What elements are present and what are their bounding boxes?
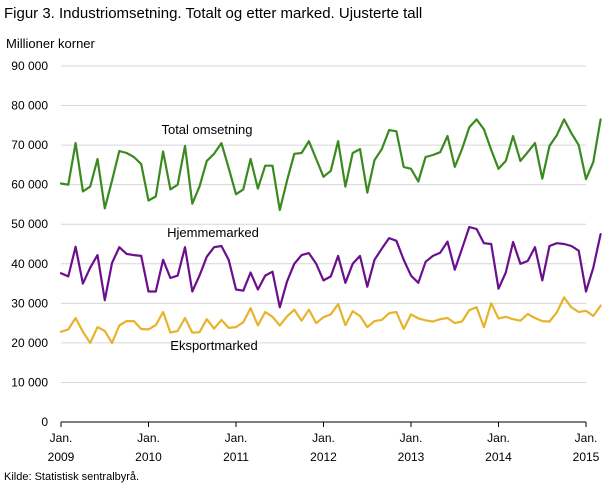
- axes: [60, 421, 587, 427]
- y-tick-label: 40 000: [11, 257, 48, 271]
- y-tick-label: 90 000: [11, 59, 48, 73]
- y-tick-label: 20 000: [11, 336, 48, 350]
- x-tick-label-year: 2009: [48, 450, 75, 464]
- y-tick-label: 60 000: [11, 178, 48, 192]
- series-line-2: [59, 296, 602, 344]
- grid-lines: [61, 65, 586, 383]
- x-tick-label-year: 2011: [223, 450, 249, 464]
- x-tick-label-year: 2015: [573, 450, 600, 464]
- series-label-0: Total omsetning: [161, 122, 252, 137]
- x-tick-label-month: Jan.: [225, 431, 248, 445]
- series-label-1: Hjemmemarked: [167, 225, 259, 240]
- x-tick-label-month: Jan.: [487, 431, 510, 445]
- y-axis-unit-label: Millioner korner: [6, 36, 95, 51]
- x-tick-label-year: 2014: [485, 450, 512, 464]
- series-lines: [59, 118, 602, 344]
- chart-title: Figur 3. Industriomsetning. Totalt og et…: [4, 5, 423, 22]
- y-tick-labels: 0 10 000 20 000 30 000 40 000 50 000 60 000 70 …: [11, 59, 48, 429]
- series-label-2: Eksportmarked: [170, 338, 257, 353]
- y-tick-label: 0: [41, 415, 48, 429]
- x-tick-label-year: 2012: [310, 450, 337, 464]
- y-tick-label: 50 000: [11, 217, 48, 231]
- y-tick-label: 70 000: [11, 138, 48, 152]
- source-note: Kilde: Statistisk sentralbyrå.: [4, 471, 140, 483]
- x-tick-label-month: Jan.: [137, 431, 160, 445]
- y-tick-label: 80 000: [11, 99, 48, 113]
- x-tick-label-month: Jan.: [400, 431, 423, 445]
- x-tick-label-year: 2013: [398, 450, 425, 464]
- x-tick-label-year: 2010: [135, 450, 162, 464]
- x-tick-label-month: Jan.: [575, 431, 598, 445]
- series-labels: Total omsetning Hjemmemarked Eksportmarked: [161, 122, 258, 353]
- x-tick-labels: Jan. 2009 Jan. 2010 Jan. 2011 Jan. 2012 Jan. 2013…: [48, 431, 600, 464]
- series-line-1: [59, 225, 602, 309]
- y-tick-label: 10 000: [11, 375, 48, 389]
- series-line-0: [59, 118, 602, 212]
- x-tick-label-month: Jan.: [312, 431, 335, 445]
- y-tick-label: 30 000: [11, 296, 48, 310]
- x-tick-label-month: Jan.: [50, 431, 73, 445]
